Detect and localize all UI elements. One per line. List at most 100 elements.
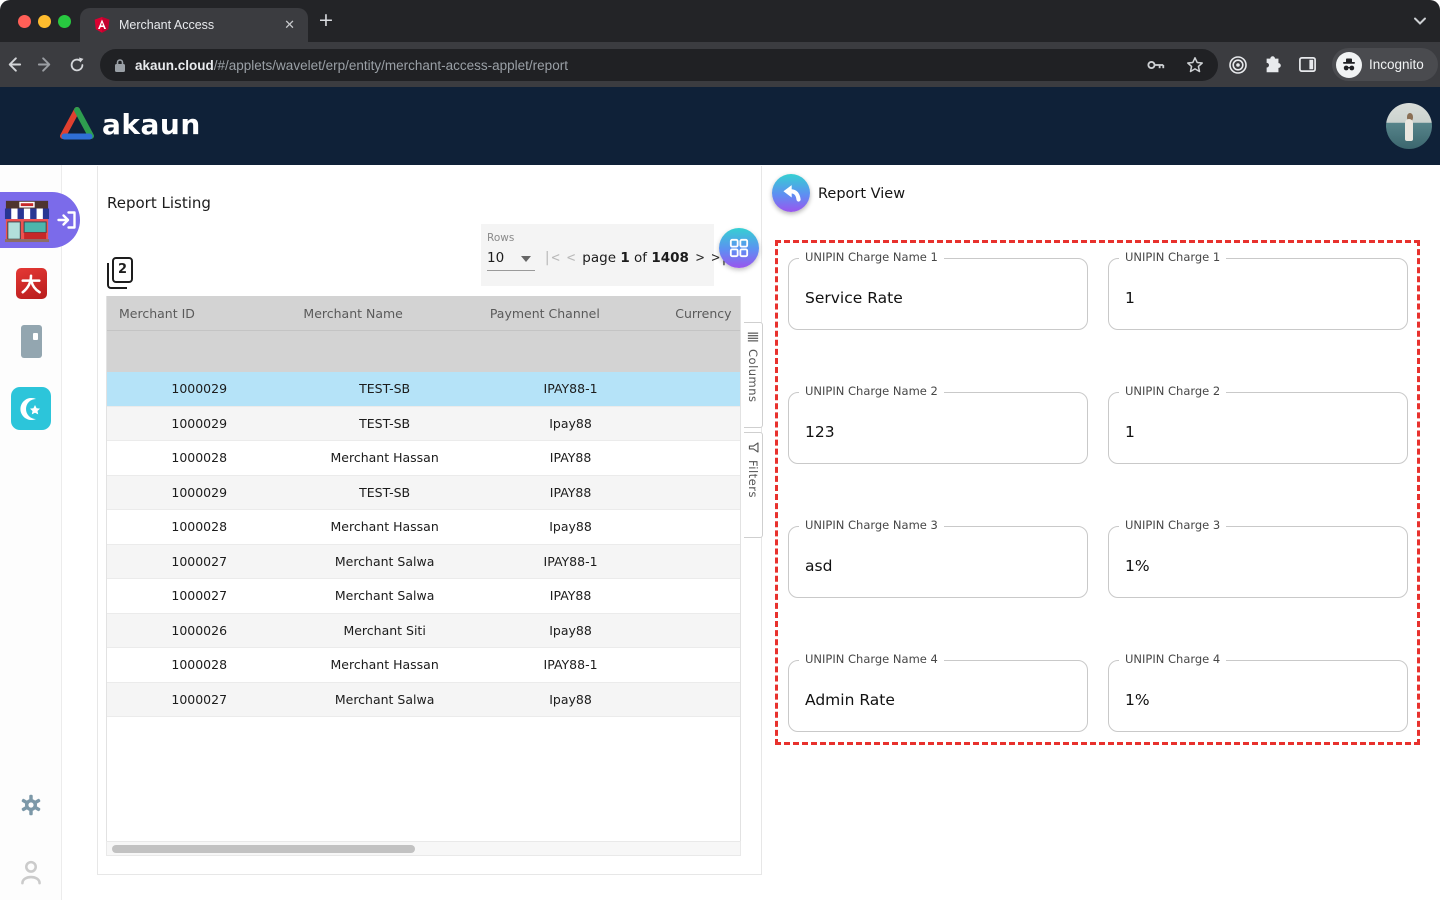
field-value: 1 (1125, 423, 1135, 441)
field-value: 123 (805, 423, 835, 441)
columns-icon (747, 331, 759, 343)
field-unipin-charge-name-4[interactable]: UNIPIN Charge Name 4 Admin Rate (788, 660, 1088, 732)
field-value: Admin Rate (805, 691, 895, 709)
field-unipin-charge-3[interactable]: UNIPIN Charge 3 1% (1108, 526, 1408, 598)
bookmark-star-icon[interactable] (1186, 56, 1204, 74)
incognito-spy-icon (1336, 52, 1362, 78)
table-row[interactable]: 1000027 Merchant Salwa IPAY88-1 (107, 545, 740, 580)
field-label: UNIPIN Charge 3 (1119, 518, 1226, 532)
user-avatar[interactable] (1386, 103, 1432, 149)
brand-name: akaun (102, 108, 201, 141)
table-row[interactable]: 1000028 Merchant Hassan IPAY88-1 (107, 648, 740, 683)
crescent-star-icon (11, 387, 51, 430)
back-reply-arrow-icon (780, 182, 802, 204)
field-label: UNIPIN Charge 1 (1119, 250, 1226, 264)
field-unipin-charge-2[interactable]: UNIPIN Charge 2 1 (1108, 392, 1408, 464)
field-unipin-charge-name-1[interactable]: UNIPIN Charge Name 1 Service Rate (788, 258, 1088, 330)
url-text: akaun.cloud/#/applets/wavelet/erp/entity… (135, 58, 568, 73)
report-listing-panel: Report Listing 2 Rows 10 |< < page 1 of … (97, 166, 762, 875)
screen: Merchant Access ✕ + akaun.cloud/#/applet… (0, 0, 1440, 900)
filter-funnel-icon (747, 441, 760, 454)
incognito-label: Incognito (1369, 57, 1424, 72)
report-view-panel: Report View UNIPIN Charge Name 1 Service… (763, 165, 1440, 900)
field-value: 1 (1125, 289, 1135, 307)
filter-input-merchant-id[interactable] (107, 331, 291, 372)
gear-icon (19, 793, 43, 817)
window-close-button[interactable] (18, 15, 31, 28)
column-header-merchant-id[interactable]: Merchant ID (107, 306, 291, 321)
extensions-puzzle-icon[interactable] (1263, 55, 1283, 75)
sidebar-item-door-applet[interactable] (0, 325, 62, 358)
back-button[interactable] (772, 174, 810, 212)
filter-input-payment-channel[interactable] (478, 331, 663, 372)
select-caret-icon (521, 256, 531, 262)
new-tab-button[interactable]: + (318, 11, 334, 30)
columns-tab-label: Columns (746, 349, 760, 403)
field-unipin-charge-name-2[interactable]: UNIPIN Charge Name 2 123 (788, 392, 1088, 464)
field-unipin-charge-4[interactable]: UNIPIN Charge 4 1% (1108, 660, 1408, 732)
column-header-payment-channel[interactable]: Payment Channel (478, 306, 663, 321)
field-value: asd (805, 557, 832, 575)
extension-target-icon[interactable] (1228, 55, 1248, 75)
password-key-icon[interactable] (1146, 58, 1166, 72)
next-page-button[interactable]: > (696, 250, 704, 266)
report-table: Merchant ID Merchant Name Payment Channe… (106, 296, 741, 841)
horizontal-scrollbar[interactable] (106, 841, 741, 856)
field-label: UNIPIN Charge 2 (1119, 384, 1226, 398)
grid-view-button[interactable] (719, 228, 759, 268)
browser-toolbar: akaun.cloud/#/applets/wavelet/erp/entity… (0, 42, 1440, 87)
table-row[interactable]: 1000028 Merchant Hassan IPAY88 (107, 441, 740, 476)
grid-icon (729, 238, 749, 258)
column-header-merchant-name[interactable]: Merchant Name (291, 306, 477, 321)
field-unipin-charge-name-3[interactable]: UNIPIN Charge Name 3 asd (788, 526, 1088, 598)
lock-icon[interactable] (114, 58, 126, 73)
filters-side-tab[interactable]: Filters (744, 432, 763, 538)
copy-pages-icon[interactable]: 2 (112, 257, 133, 283)
sidebar-item-merchant-applet-active[interactable] (0, 192, 80, 248)
table-row[interactable]: 1000027 Merchant Salwa Ipay88 (107, 683, 740, 718)
tab-close-icon[interactable]: ✕ (281, 18, 298, 33)
reload-icon[interactable] (68, 56, 96, 74)
field-label: UNIPIN Charge 4 (1119, 652, 1226, 666)
field-unipin-charge-1[interactable]: UNIPIN Charge 1 1 (1108, 258, 1408, 330)
sidebar-profile[interactable] (0, 859, 62, 885)
back-arrow-icon[interactable] (4, 55, 32, 74)
browser-tab[interactable]: Merchant Access ✕ (80, 8, 308, 42)
first-page-button[interactable]: |< (543, 250, 560, 266)
pagination-bar: Rows 10 |< < page 1 of 1408 > >| (481, 224, 714, 286)
table-row[interactable]: 1000029 TEST-SB IPAY88 (107, 476, 740, 511)
table-row[interactable]: 1000026 Merchant Siti Ipay88 (107, 614, 740, 649)
person-icon (19, 859, 43, 885)
page-indicator: page 1 of 1408 (582, 250, 689, 266)
field-label: UNIPIN Charge Name 2 (799, 384, 944, 398)
side-panel-icon[interactable] (1298, 55, 1317, 74)
column-header-currency[interactable]: Currency (663, 306, 740, 321)
login-arrow-icon (56, 209, 78, 231)
sidebar-settings[interactable] (0, 793, 62, 817)
storefront-icon (4, 197, 50, 243)
window-minimize-button[interactable] (38, 15, 51, 28)
field-value: 1% (1125, 691, 1150, 709)
dai-character-icon (16, 268, 47, 299)
sidebar-item-teal-applet[interactable] (0, 387, 62, 430)
chevron-down-icon[interactable] (1412, 13, 1428, 29)
filters-tab-label: Filters (746, 460, 760, 498)
table-row[interactable]: 1000028 Merchant Hassan Ipay88 (107, 510, 740, 545)
scrollbar-thumb[interactable] (112, 845, 415, 853)
window-zoom-button[interactable] (58, 15, 71, 28)
prev-page-button[interactable]: < (567, 250, 575, 266)
forward-arrow-icon[interactable] (36, 55, 64, 74)
table-header-row: Merchant ID Merchant Name Payment Channe… (107, 296, 740, 330)
sidebar-item-dai-applet[interactable] (0, 268, 62, 299)
filter-input-merchant-name[interactable] (291, 331, 477, 372)
field-label: UNIPIN Charge Name 1 (799, 250, 944, 264)
table-row[interactable]: 1000027 Merchant Salwa IPAY88 (107, 579, 740, 614)
table-row[interactable]: 1000029 TEST-SB IPAY88-1 (107, 372, 740, 407)
table-filter-row (107, 330, 740, 372)
browser-tab-strip: Merchant Access ✕ + (0, 0, 1440, 42)
field-label: UNIPIN Charge Name 3 (799, 518, 944, 532)
filter-input-currency[interactable] (663, 331, 740, 372)
columns-side-tab[interactable]: Columns (744, 322, 763, 428)
table-row[interactable]: 1000029 TEST-SB Ipay88 (107, 407, 740, 442)
url-bar[interactable]: akaun.cloud/#/applets/wavelet/erp/entity… (100, 49, 1218, 81)
